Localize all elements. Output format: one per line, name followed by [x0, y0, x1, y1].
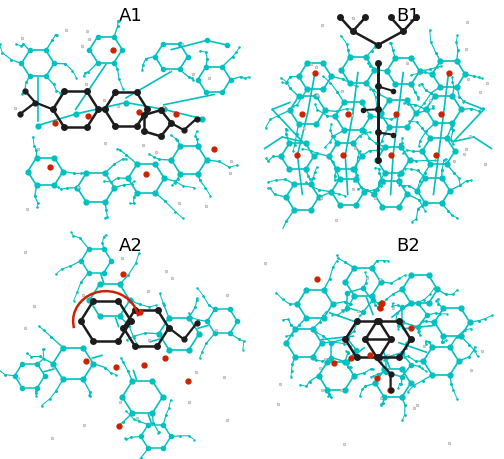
Text: A2: A2 — [119, 236, 143, 254]
Text: B2: B2 — [396, 236, 420, 254]
Text: B1: B1 — [397, 7, 420, 25]
Text: A1: A1 — [119, 7, 143, 25]
